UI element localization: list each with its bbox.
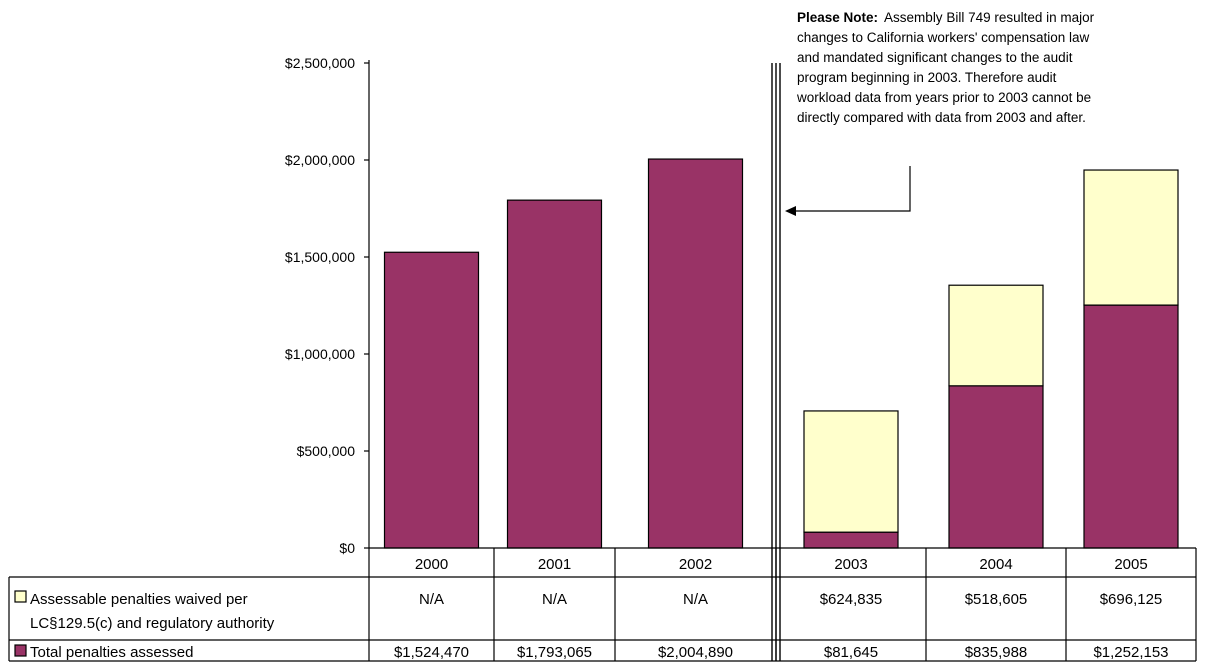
total-value-label: $1,793,065 <box>517 644 592 661</box>
waived-value-label: $624,835 <box>820 591 883 608</box>
y-axis: $0 $500,000 $1,000,000 $1,500,000 $2,000,000… <box>285 55 370 556</box>
note-arrow-line <box>792 166 911 212</box>
bar-total-penalties <box>383 251 480 549</box>
bar-total-penalties <box>506 199 603 549</box>
total-value-label: $1,252,153 <box>1093 644 1168 661</box>
legend-key-waived <box>14 590 27 603</box>
bar-total-penalties <box>1083 304 1179 549</box>
note-line-4: program beginning in 2003. Therefore aud… <box>797 70 1057 85</box>
y-tick-label: $2,500,000 <box>285 55 355 71</box>
y-tick-label: $0 <box>339 540 355 556</box>
note-arrowhead <box>785 206 796 216</box>
bars-layer <box>383 158 1179 549</box>
bar-total-penalties <box>948 385 1044 549</box>
total-value-label: $81,645 <box>824 644 878 661</box>
note-line-2: changes to California workers' compensat… <box>797 30 1089 45</box>
data-table: 2000 N/A $1,524,470 2001 N/A $1,793,065 2002 N/… <box>8 547 1197 662</box>
legend-label-total: Total penalties assessed <box>30 644 193 661</box>
y-tick-label: $1,000,000 <box>285 346 355 362</box>
x-category-label: 2005 <box>1114 556 1147 573</box>
note-line-3: and mandated significant changes to the … <box>797 50 1073 65</box>
note-line-5: workload data from years prior to 2003 c… <box>796 90 1091 105</box>
waived-value-label: N/A <box>683 591 708 608</box>
total-value-label: $2,004,890 <box>658 644 733 661</box>
waived-value-label: $696,125 <box>1100 591 1163 608</box>
note-line-1: Please Note: Assembly Bill 749 resulted i… <box>797 10 1095 25</box>
legend-label-waived-line-2: LC§129.5(c) and regulatory authority <box>30 615 275 632</box>
y-tick-label: $500,000 <box>297 443 356 459</box>
waived-value-label: $518,605 <box>965 591 1028 608</box>
era-divider <box>771 63 781 661</box>
bar-waived-penalties <box>948 284 1044 387</box>
bar-total-penalties <box>647 158 744 549</box>
waived-value-label: N/A <box>419 591 444 608</box>
legend-label-waived-line-1: Assessable penalties waived per <box>30 591 248 608</box>
total-value-label: $1,524,470 <box>394 644 469 661</box>
legend-key-total <box>14 644 27 657</box>
note-line-1-text: Assembly Bill 749 resulted in major <box>884 10 1095 25</box>
x-category-label: 2002 <box>679 556 712 573</box>
bar-waived-penalties <box>803 410 899 533</box>
x-category-label: 2000 <box>415 556 448 573</box>
total-value-label: $835,988 <box>965 644 1028 661</box>
bar-waived-penalties <box>1083 169 1179 306</box>
y-tick-label: $1,500,000 <box>285 249 355 265</box>
note-line-6: directly compared with data from 2003 an… <box>797 110 1086 125</box>
x-category-label: 2001 <box>538 556 571 573</box>
waived-value-label: N/A <box>542 591 567 608</box>
x-category-label: 2003 <box>834 556 867 573</box>
note-bold-prefix: Please Note: <box>797 10 878 25</box>
note-annotation: Please Note: Assembly Bill 749 resulted i… <box>785 10 1095 216</box>
x-category-label: 2004 <box>979 556 1012 573</box>
bar-total-penalties <box>803 531 899 549</box>
y-tick-label: $2,000,000 <box>285 152 355 168</box>
